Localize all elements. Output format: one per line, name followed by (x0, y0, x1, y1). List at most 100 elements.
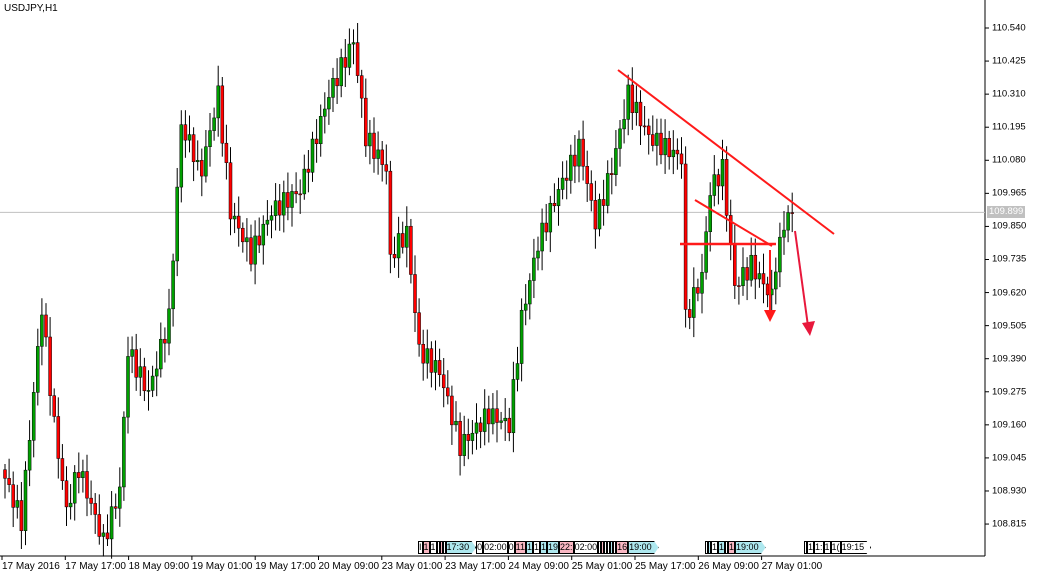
candle-bull (36, 346, 40, 393)
candle-bear (60, 458, 65, 482)
candle-bull (425, 348, 430, 364)
time-tag (607, 541, 611, 554)
candle-bear (745, 267, 749, 281)
candle-bear (113, 506, 118, 509)
candle-bull (405, 225, 409, 248)
candle-bear (564, 177, 569, 181)
candle-bear (737, 285, 741, 287)
candle-bear (675, 149, 680, 155)
candle-bear (667, 138, 671, 158)
price-tick-label: 108.930 (992, 485, 1027, 497)
time-tags-group: 1 1 1 19:00 (705, 541, 766, 554)
candle-bear (593, 200, 598, 230)
time-tag: 11 (514, 541, 526, 554)
candle-bull (212, 117, 216, 131)
time-tick-label: 20 May 09:00 (318, 561, 380, 572)
trendline (694, 199, 773, 247)
candle-bull (318, 116, 323, 145)
candle-bear (52, 395, 56, 417)
candle-bear (753, 254, 758, 280)
time-tag: 1 (533, 541, 541, 554)
candle-bull (634, 101, 639, 113)
candle-bear (7, 478, 11, 485)
candle-bear (392, 254, 397, 259)
candle-bull (310, 138, 315, 173)
candle-bull (692, 287, 696, 318)
time-tag (610, 541, 614, 554)
time-tag: 22: (559, 541, 574, 554)
candle-bull (548, 202, 553, 233)
candle-bear (241, 227, 245, 243)
candle-bull (700, 272, 704, 294)
candle-bear (314, 138, 319, 145)
candle-bull (560, 177, 565, 190)
candle-bear (630, 84, 635, 113)
candle-bear (355, 42, 360, 76)
candle-bear (335, 78, 339, 87)
candle-bull (503, 417, 507, 422)
candle-bull (454, 420, 458, 426)
time-tag (439, 541, 443, 554)
candle-bull (605, 173, 610, 206)
candle-bull (109, 506, 114, 540)
price-tick-label: 110.310 (992, 88, 1026, 100)
candle-bull (261, 223, 266, 246)
candle-bull (614, 148, 618, 175)
candle-bear (610, 173, 614, 175)
candle-bear (359, 75, 364, 99)
candle-bear (228, 162, 233, 220)
time-tick-label: 23 May 01:00 (381, 561, 443, 572)
candle-bear (646, 125, 651, 135)
candle-bull (499, 420, 503, 423)
candle-bull (339, 57, 343, 87)
bid-price-label: 109.899 (987, 206, 1026, 218)
price-tick-label: 109.505 (992, 320, 1027, 332)
candle-bear (487, 408, 491, 425)
time-tag: 19:15 (840, 541, 872, 554)
candle-bull (15, 500, 20, 508)
candle-bull (171, 260, 175, 310)
price-tick-label: 110.195 (992, 121, 1026, 133)
candle-bull (523, 303, 528, 311)
candle-bear (191, 134, 196, 163)
time-tag (598, 541, 602, 554)
time-tick-label: 19 May 17:00 (255, 561, 316, 572)
time-tag: 1 (807, 541, 815, 554)
candle-bear (93, 503, 97, 515)
candle-bull (782, 229, 786, 238)
candle-bull (138, 366, 143, 378)
candle-bull (23, 469, 28, 532)
candle-bear (450, 395, 454, 426)
candle-bear (380, 149, 384, 165)
candle-bull (778, 236, 782, 273)
candle-bull (327, 97, 331, 110)
time-tag: 19:00 (735, 541, 766, 554)
time-tag: 16 (616, 541, 629, 554)
candle-bear (85, 471, 89, 499)
candle-bull (146, 390, 151, 392)
candle-bull (482, 408, 487, 432)
time-tick-label: 27 May 01:00 (761, 561, 823, 572)
candle-bear (224, 142, 229, 163)
candle-bear (19, 500, 24, 532)
candle-bull (187, 134, 192, 141)
candle-bull (671, 149, 676, 158)
time-tag: 1 (823, 541, 831, 554)
time-tag: 1 (711, 541, 719, 554)
time-tags-group: 1 1: 1 1(19:15 (804, 541, 872, 554)
price-tick-label: 109.160 (992, 419, 1027, 431)
time-tag (601, 541, 605, 554)
candle-bear (790, 212, 794, 214)
candle-bear (105, 532, 110, 540)
candle-bull (40, 314, 44, 347)
candle-bull (290, 191, 294, 208)
candle-bull (253, 235, 257, 265)
candle-bear (679, 153, 684, 165)
time-tag (705, 541, 708, 554)
time-tag: 1 (718, 541, 726, 554)
candle-bear (56, 416, 61, 459)
candle-bull (122, 416, 126, 488)
candle-bear (683, 163, 688, 310)
candle-bear (163, 338, 167, 344)
